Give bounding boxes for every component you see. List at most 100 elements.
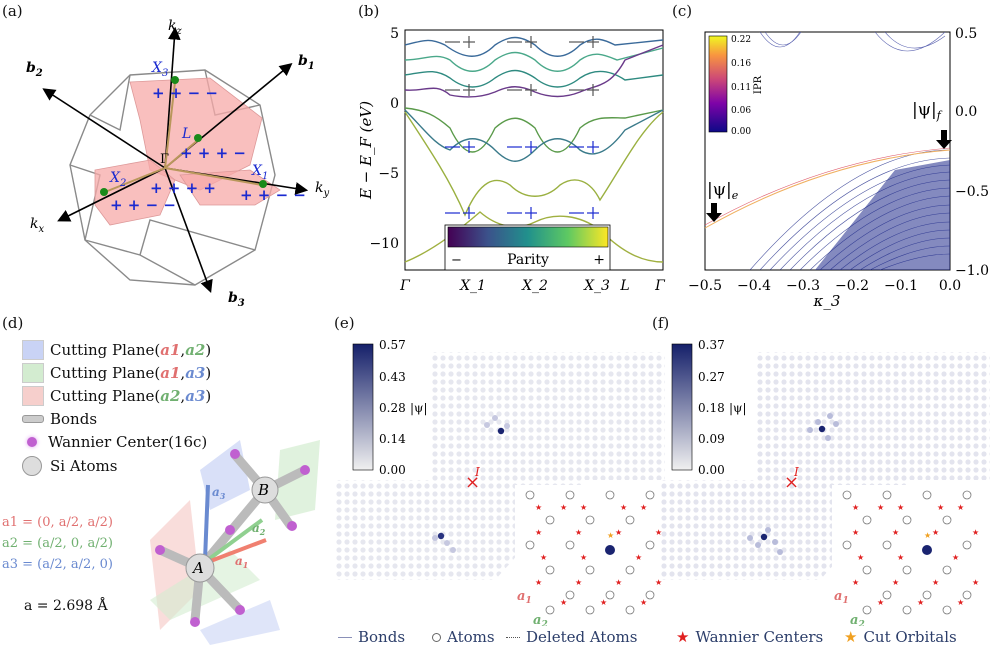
f-cb-label: |ψ|	[729, 401, 747, 415]
panel-label-f: (f)	[652, 314, 670, 332]
wavefunction-map-f: × I 0.37 0.27 0.18 0.09 0.00 |ψ| ★ ★ ★ ★ ★ ★…	[660, 338, 990, 626]
c-ytick-3: −1.0	[955, 263, 989, 279]
legend-si: Si Atoms	[22, 456, 117, 476]
svg-text:★: ★	[852, 503, 859, 512]
ylabel-energy: E − E_F (eV)	[357, 101, 375, 200]
svg-text:★: ★	[857, 553, 864, 562]
legend-plane-a1a3: Cutting Plane( a1, a3)	[22, 363, 211, 383]
bottom-legend-cut-text: Cut Orbitals	[863, 628, 957, 646]
ipr-tick-2: 0.11	[731, 83, 751, 93]
label-b3: b3	[228, 290, 245, 309]
wavefunction-map-e: × I 0.57 0.43 0.28 0.14 0.00 |ψ| ★ ★ ★ ★ ★ ★…	[335, 338, 665, 626]
legend-plane-a1a2-v2: a2	[185, 341, 206, 359]
panel-label-b: (b)	[358, 2, 380, 20]
bottom-legend-wannier-text: Wannier Centers	[695, 628, 824, 646]
parity-markers-top	[445, 36, 599, 96]
svg-text:★: ★	[620, 503, 627, 512]
wannier-center-icon	[27, 437, 37, 447]
panel-label-e: (e)	[334, 314, 355, 332]
svg-text:★: ★	[957, 503, 964, 512]
band-structure-plot: 5 0 −5 −10 E − E_F (eV) Γ X_1 X_2 X_3 L …	[357, 26, 666, 294]
vector-a2: a2 = (a/2, 0, a/2)	[2, 536, 113, 551]
b2-axis	[42, 88, 166, 169]
legend-si-text: Si Atoms	[50, 457, 118, 475]
label-state-e: |ψ|e	[707, 180, 739, 202]
svg-text:★: ★	[952, 553, 959, 562]
e-cb-label: |ψ|	[410, 401, 428, 415]
svg-text:★: ★	[540, 553, 547, 562]
svg-text:★: ★	[917, 598, 924, 607]
label-gamma: Γ	[160, 152, 169, 167]
xtick-gamma-end: Γ	[654, 278, 666, 294]
c-ytick-1: 0.0	[955, 104, 977, 120]
legend-plane-a1a3-v2: a3	[185, 364, 206, 382]
ipr-tick-4: 0.00	[731, 127, 751, 137]
ipr-label: IPR	[753, 75, 764, 94]
c-xtick-1: −0.4	[737, 278, 771, 294]
parity-L: + + + −	[180, 144, 246, 162]
svg-text:★: ★	[575, 528, 582, 537]
parity-colorbar-max: +	[593, 252, 605, 268]
legend-bonds: Bonds	[22, 410, 97, 428]
lattice-vectors: a1 = (0, a/2, a/2) a2 = (a/2, 0, a/2) a3…	[2, 512, 113, 575]
unit-cell-figure: A B a3 a2 a1	[150, 440, 320, 645]
parity-colorbar-label: Parity	[507, 252, 549, 268]
bottom-legend-atoms: Atoms	[432, 628, 495, 646]
bottom-legend-atoms-text: Atoms	[447, 628, 495, 646]
inversion-marker-f: ×	[784, 472, 799, 493]
c-ytick-2: −0.5	[955, 184, 989, 200]
svg-text:★: ★	[932, 528, 939, 537]
orange-star-icon: ★	[844, 628, 858, 646]
label-X3: X3	[151, 60, 168, 79]
e-cb-tick-2: 0.28	[379, 401, 406, 415]
svg-text:★: ★	[877, 598, 884, 607]
panel-label-c: (c)	[672, 2, 693, 20]
legend-swatch-red	[22, 386, 44, 406]
svg-text:★: ★	[897, 553, 904, 562]
legend-bonds-text: Bonds	[50, 410, 98, 428]
c-xtick-0: −0.5	[688, 278, 722, 294]
label-b2: b2	[26, 60, 43, 79]
xtick-X3: X_3	[583, 278, 610, 294]
ipr-colorbar	[708, 35, 728, 133]
svg-text:★: ★	[600, 598, 607, 607]
svg-text:a1: a1	[235, 554, 248, 570]
legend-wannier: Wannier Center(16c)	[22, 433, 207, 451]
ipr-tick-3: 0.06	[731, 106, 751, 116]
f-cb-tick-4: 0.00	[698, 463, 725, 477]
inset-lattice-e	[515, 485, 663, 623]
parity-X1: + + − −	[240, 186, 306, 204]
svg-text:★: ★	[957, 598, 964, 607]
inversion-label-e: I	[474, 465, 480, 479]
legend-swatch-blue	[22, 340, 44, 360]
svg-text:★: ★	[560, 598, 567, 607]
atom-B: B	[257, 481, 269, 499]
xtick-gamma: Γ	[399, 278, 411, 294]
legend-plane-a1a2-text: Cutting Plane(	[50, 341, 161, 359]
svg-text:★: ★	[655, 528, 662, 537]
legend-wannier-text: Wannier Center(16c)	[48, 433, 208, 451]
svg-text:★: ★	[535, 503, 542, 512]
parity-colorbar	[447, 226, 609, 248]
si-atom-icon	[22, 456, 42, 476]
bottom-legend-deleted-text: Deleted Atoms	[526, 628, 638, 646]
legend-plane-a1a3-v1: a1	[160, 364, 181, 382]
c-xlabel: κ_3	[813, 292, 841, 310]
legend-swatch-green	[22, 363, 44, 383]
kx-axis	[57, 167, 166, 222]
svg-text:★: ★	[575, 578, 582, 587]
parity-colorbar-min: −	[451, 253, 462, 268]
arrow-state-e	[706, 203, 722, 222]
legend-plane-a1a2-v1: a1	[160, 341, 181, 359]
legend-plane-a2a3-text: Cutting Plane(	[50, 387, 161, 405]
panel-label-d: (d)	[2, 314, 24, 332]
legend-plane-a1a3-text: Cutting Plane(	[50, 364, 161, 382]
xtick-X1: X_1	[459, 278, 486, 294]
ytick-m10: −10	[369, 236, 399, 252]
panel-label-a: (a)	[2, 2, 23, 20]
label-kx: kx	[30, 216, 44, 235]
f-cb-tick-0: 0.37	[698, 338, 725, 352]
svg-text:★: ★	[892, 578, 899, 587]
red-star-icon: ★	[676, 628, 690, 646]
legend-plane-a2a3-v1: a2	[160, 387, 181, 405]
